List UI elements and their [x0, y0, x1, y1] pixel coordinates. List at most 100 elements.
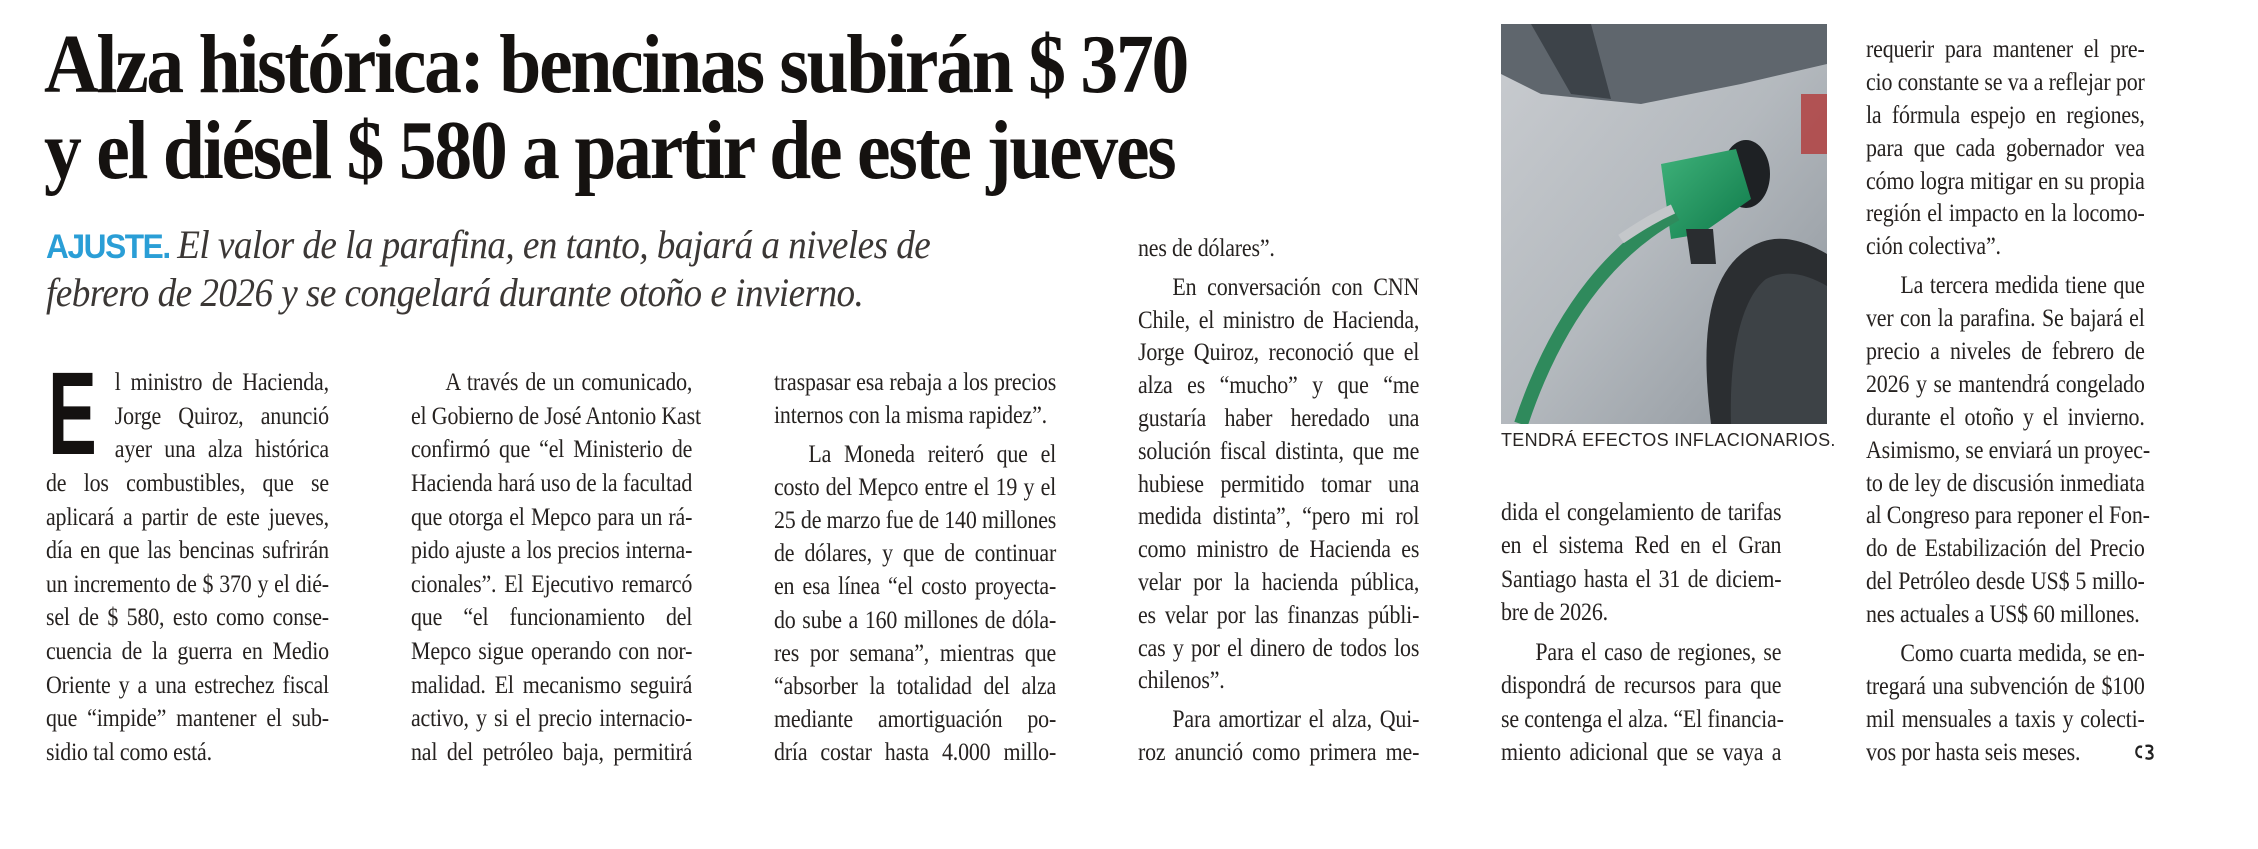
text-line: que “impide” mantener el sub- [46, 703, 329, 733]
text-line: día en que las bencinas sufrirán [46, 535, 329, 565]
text-line: del Petróleo desde US$ 5 millo- [1866, 566, 2145, 596]
text-line: precio a niveles de febrero de [1866, 336, 2145, 366]
text-line: de dólares, y que de continuar [774, 538, 1057, 568]
article-column-5: dida el congelamiento de tarifas en el si… [1501, 498, 1827, 766]
subheadline: AJUSTE. El valor de la parafina, en tanto… [46, 222, 931, 316]
text-line: Chile, el ministro de Hacienda, [1138, 304, 1420, 334]
text-line: solución fiscal distinta, que me [1138, 435, 1420, 465]
text-line: costo del Mepco entre el 19 y el [774, 472, 1057, 502]
text-line: do de Estabilización del Precio [1866, 533, 2145, 563]
text-line: cas y por el dinero de todos los [1138, 632, 1420, 662]
text-line: Para amortizar el alza, Qui- [1172, 704, 1420, 734]
text-line: cuencia de la guerra en Medio [46, 636, 329, 665]
text-line: l ministro de Hacienda, [114, 367, 329, 396]
text-line: tregará una subvención de $100 [1866, 670, 2145, 700]
text-line: para que cada gobernador vea [1866, 132, 2145, 162]
end-of-article-icon [2132, 740, 2158, 768]
text-line: cionales”. El Ejecutivo remarcó [411, 568, 693, 598]
text-line: vos por hasta seis meses. [1866, 736, 2081, 766]
text-line: aplicará a partir de este jueves, [46, 501, 329, 531]
text-line: 25 de marzo fue de 140 millones [774, 505, 1057, 535]
text-line: bre de 2026. [1501, 597, 1608, 627]
article-column-4: nes de dólares”. En conversación con CNN C… [1138, 234, 1465, 766]
kicker-label: AJUSTE. [46, 228, 171, 266]
text-line: confirmó que “el Ministerio de [411, 434, 693, 464]
text-line: traspasar esa rebaja a los precios [774, 367, 1057, 396]
article-column-6: requerir para mantener el pre-cio consta… [1866, 35, 2190, 766]
text-line: se contenga el alza. “El financia- [1501, 703, 1784, 733]
text-line: cio constante se va a reflejar por [1866, 66, 2145, 96]
headline-line-1: Alza histórica: bencinas subirán $ 370 [44, 18, 1189, 111]
photo-caption: TENDRÁ EFECTOS INFLACIONARIOS. [1501, 430, 1836, 450]
text-line: chilenos”. [1138, 665, 1225, 695]
text-line: región el impacto en la locomo- [1866, 198, 2145, 228]
text-line: ción colectiva”. [1866, 231, 2001, 261]
text-line: Mepco sigue operando con nor- [411, 636, 693, 665]
text-line: ayer una alza histórica [114, 434, 329, 464]
text-line: dría costar hasta 4.000 millo- [774, 736, 1057, 766]
text-line: A través de un comunicado, [445, 367, 693, 396]
text-line: dida el congelamiento de tarifas [1501, 497, 1782, 526]
text-line: al Congreso para reponer el Fon- [1866, 500, 2150, 530]
text-line: ver con la parafina. Se bajará el [1866, 303, 2145, 333]
text-line: Como cuarta medida, se en- [1900, 638, 2145, 668]
text-line: nes de dólares”. [1138, 233, 1275, 262]
text-line: en esa línea “el costo proyecta- [774, 571, 1057, 601]
text-line: mil mensuales a taxis y colecti- [1866, 703, 2145, 733]
subhead-line-1: AJUSTE. El valor de la parafina, en tanto… [46, 222, 931, 270]
text-line: es velar por las finanzas públi- [1138, 599, 1420, 629]
text-line: do sube a 160 millones de dóla- [774, 604, 1057, 634]
text-line: nal del petróleo baja, permitirá [411, 736, 693, 766]
text-line: como ministro de Hacienda es [1138, 534, 1420, 564]
subhead-text-1: El valor de la parafina, en tanto, bajar… [177, 222, 931, 267]
text-line: Jorge Quiroz, anunció [114, 400, 329, 430]
text-line: el Gobierno de José Antonio Kast [411, 400, 701, 430]
headline: Alza histórica: bencinas subirán $ 370 y… [44, 18, 1189, 197]
text-line: to de ley de discusión inmediata [1866, 467, 2145, 497]
text-line: sel de $ 580, esto como conse- [46, 602, 329, 632]
text-line: medida distinta”, “pero mi rol [1138, 501, 1420, 531]
article-column-1: E l ministro de Hacienda, Jorge Quiroz, a… [46, 348, 375, 766]
final-line-with-end-mark: vos por hasta seis meses. [1866, 736, 2154, 766]
text-line: dispondrá de recursos para que [1501, 670, 1782, 700]
text-line: la fórmula espejo en regiones, [1866, 99, 2145, 129]
text-line: que “el funcionamiento del [411, 602, 693, 632]
text-line: de los combustibles, que se [46, 467, 329, 497]
text-line: requerir para mantener el pre- [1866, 34, 2145, 63]
text-line: “absorber la totalidad del alza [774, 670, 1057, 700]
text-line: internos con la misma rapidez”. [774, 400, 1047, 430]
text-line: nes actuales a US$ 60 millones. [1866, 599, 2140, 629]
text-line: malidad. El mecanismo seguirá [411, 669, 693, 699]
text-line: gustaría haber heredado una [1138, 402, 1420, 432]
text-line: velar por la hacienda pública, [1138, 566, 1420, 596]
text-line: cómo logra mitigar en su propia [1866, 165, 2145, 195]
article-column-2: A través de un comunicado, el Gobierno de… [411, 368, 738, 766]
subhead-line-2: febrero de 2026 y se congelará durante o… [46, 270, 864, 315]
text-line: Para el caso de regiones, se [1535, 636, 1782, 666]
text-line: En conversación con CNN [1172, 271, 1420, 301]
text-line: alza es “mucho” y que “me [1138, 370, 1420, 400]
headline-line-2: y el diésel $ 580 a partir de este jueve… [44, 104, 1177, 197]
text-line: en el sistema Red en el Gran [1501, 530, 1782, 560]
text-line: roz anunció como primera me- [1138, 736, 1420, 766]
text-line: res por semana”, mientras que [774, 637, 1057, 667]
text-line: durante el otoño y el invierno. [1866, 401, 2145, 431]
text-line: hubiese permitido tomar una [1138, 468, 1420, 498]
text-line: La tercera medida tiene que [1900, 270, 2145, 300]
text-line: Hacienda hará uso de la facultad [411, 467, 693, 497]
text-line: un incremento de $ 370 y el dié- [46, 568, 329, 598]
text-line: sidio tal como está. [46, 736, 212, 766]
text-line: activo, y si el precio internacio- [411, 703, 693, 733]
text-line: La Moneda reiteró que el [808, 439, 1057, 469]
text-line: que otorga el Mepco para un rá- [411, 501, 693, 531]
text-line: pido ajuste a los precios interna- [411, 535, 693, 565]
text-line: Santiago hasta el 31 de diciem- [1501, 563, 1782, 593]
car-refueling-image [1501, 24, 1827, 424]
text-line: Jorge Quiroz, reconoció que el [1138, 337, 1420, 367]
text-line: Asimismo, se enviará un proyec- [1866, 434, 2150, 464]
text-line: Oriente y a una estrechez fiscal [46, 669, 329, 699]
drop-cap: E [48, 348, 97, 480]
text-line: 2026 y se mantendrá congelado [1866, 368, 2145, 398]
text-line: miento adicional que se vaya a [1501, 736, 1782, 766]
fuel-nozzle-photo [1501, 24, 1827, 424]
